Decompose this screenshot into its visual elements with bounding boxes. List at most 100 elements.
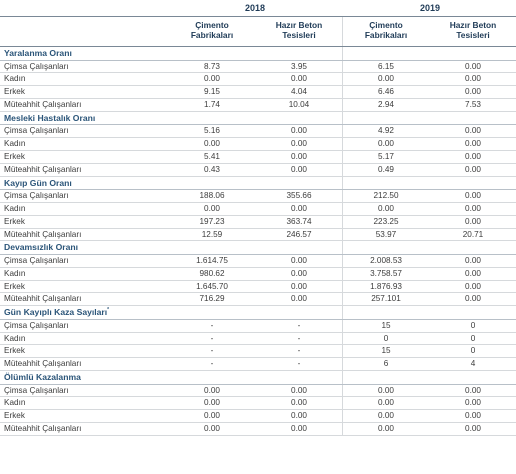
row-label: Kadın [4,398,26,408]
year-divider [342,410,343,422]
value-cell: 0.00 [465,126,481,136]
row-label: Müteahhit Çalışanları [4,164,82,174]
value-cell: - [297,320,301,330]
value-cell: 1.645.70 [196,281,228,291]
value-cell: 0 [470,346,476,356]
subheader-2019-hazir-beton: Hazır Beton Tesisleri [449,20,497,40]
table-row: Çimsa Çalışanları 0.00 0.00 0.00 0.00 [0,384,516,398]
table-row: Çimsa Çalışanları 1.614.75 0.00 2.008.53 0.0… [0,254,516,268]
value-cell: 0.00 [378,398,394,408]
value-cell: 0.00 [465,411,481,421]
value-cell: 0.00 [204,398,220,408]
table-row: Kadın 0.00 0.00 0.00 0.00 [0,73,516,87]
value-cell: 0.00 [465,398,481,408]
value-cell: 0.00 [465,74,481,84]
value-cell: 0.00 [465,87,481,97]
footnote-marker: * [107,307,110,314]
value-cell: 6.15 [378,61,394,71]
year-divider [342,280,343,293]
year-divider [342,422,343,435]
value-cell: - [297,359,301,369]
year-divider [342,384,343,397]
table-row: Çimsa Çalışanları 5.16 0.00 4.92 0.00 [0,125,516,139]
value-cell: 0.00 [465,61,481,71]
row-label: Erkek [4,281,25,291]
value-cell: 0.00 [465,294,481,304]
value-cell: 0.00 [291,423,307,433]
table-row: Çimsa Çalışanları - - 15 0 [0,319,516,333]
value-cell: 0.00 [291,268,307,278]
value-cell: 15 [381,320,391,330]
value-cell: 0.00 [291,139,307,149]
value-cell: 0.00 [204,385,220,395]
section-header: Ölümlü Kazalanma [0,370,516,385]
value-cell: 0.00 [378,385,394,395]
value-cell: 0.00 [204,74,220,84]
value-cell: 2.94 [378,99,394,109]
value-cell: 0.00 [204,423,220,433]
table-row: Müteahhit Çalışanları 0.43 0.00 0.49 0.00 [0,163,516,177]
value-cell: 0.00 [291,164,307,174]
section-title: Ölümlü Kazalanma [4,371,81,384]
value-cell: 0.00 [204,411,220,421]
value-cell: - [210,346,214,356]
year-divider [342,150,343,163]
subheader-2019-cimento: Çimento Fabrikaları [364,20,408,40]
value-cell: 0.00 [291,385,307,395]
section-header: Devamsızlık Oranı [0,241,516,255]
year-divider [342,358,343,370]
value-cell: 20.71 [462,229,484,239]
row-label: Çimsa Çalışanları [4,61,69,71]
table-row: Çimsa Çalışanları 188.06 355.66 212.50 0.00 [0,190,516,203]
value-cell: 0.00 [465,191,481,201]
value-cell: 0.00 [291,281,307,291]
value-cell: 15 [381,346,391,356]
value-cell: - [297,333,301,343]
value-cell: 0.00 [291,126,307,136]
value-cell: 0.00 [465,216,481,226]
value-cell: 0.00 [291,294,307,304]
value-cell: 8.73 [204,61,220,71]
section-header: Mesleki Hastalık Oranı [0,111,516,126]
year-divider [342,125,343,138]
value-cell: 4.92 [378,126,394,136]
year-divider [342,60,343,73]
section-header: Yaralanma Oranı [0,47,516,61]
table-row: Kadın 980.62 0.00 3.758.57 0.00 [0,267,516,281]
year-divider [342,319,343,332]
row-label: Müteahhit Çalışanları [4,294,82,304]
row-label: Kadın [4,74,26,84]
year-divider [342,202,343,215]
value-cell: - [210,359,214,369]
value-cell: 980.62 [199,268,225,278]
value-cell: 0.00 [465,255,481,265]
year-divider [342,370,343,384]
section-title: Mesleki Hastalık Oranı [4,112,95,125]
year-divider [342,241,343,254]
section-title-text: Mesleki Hastalık Oranı [4,112,96,123]
row-label: Çimsa Çalışanları [4,385,69,395]
value-cell: 2.008.53 [370,255,402,265]
value-cell: 3.758.57 [370,268,402,278]
table-row: Kadın 0.00 0.00 0.00 0.00 [0,397,516,411]
value-cell: 0.00 [378,423,394,433]
value-cell: 0 [470,320,476,330]
value-cell: 0.00 [291,411,307,421]
year-header-row: 2018 2019 [0,0,516,17]
year-divider [342,345,343,358]
section-title: Devamsızlık Oranı [4,241,78,254]
value-cell: 0.00 [291,74,307,84]
table-row: Kadın - - 0 0 [0,332,516,346]
year-divider [342,254,343,267]
value-cell: 9.15 [204,87,220,97]
value-cell: 10.04 [288,99,310,109]
row-label: Erkek [4,411,25,421]
value-cell: 5.16 [204,126,220,136]
table-row: Müteahhit Çalışanları 0.00 0.00 0.00 0.00 [0,422,516,436]
value-cell: 223.25 [373,216,399,226]
value-cell: 7.53 [465,99,481,109]
table-row: Müteahhit Çalışanları 1.74 10.04 2.94 7.53 [0,98,516,112]
year-divider [342,176,343,190]
year-2018-header: 2018 [170,0,340,17]
value-cell: 363.74 [286,216,312,226]
